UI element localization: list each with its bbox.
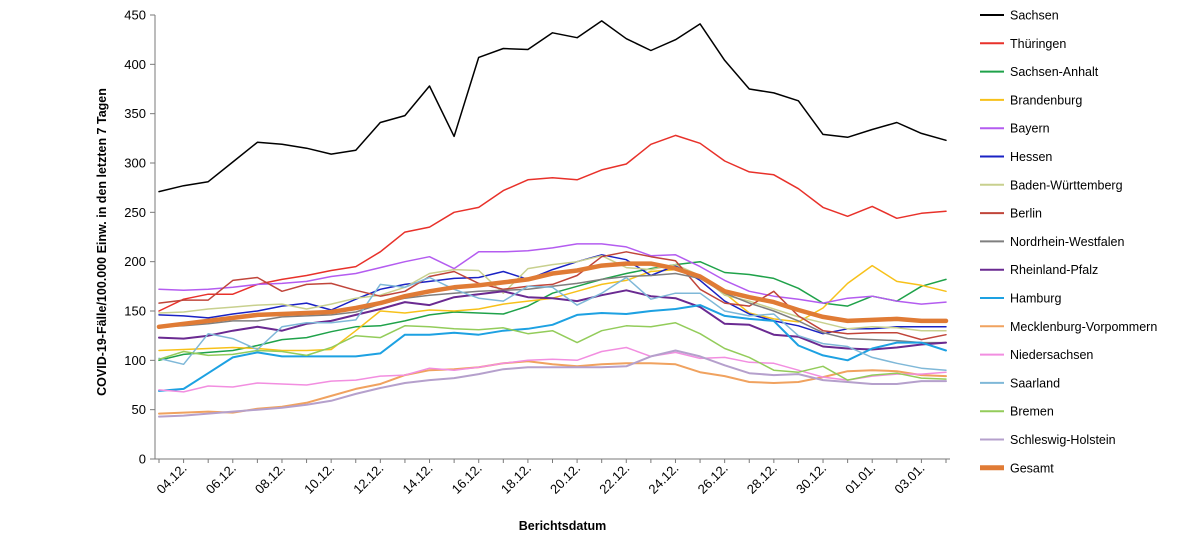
legend-label-thueringen: Thüringen xyxy=(1010,37,1066,51)
series-line-thueringen xyxy=(158,134,947,312)
legend-label-gesamt: Gesamt xyxy=(1010,461,1054,475)
series-line-berlin xyxy=(158,251,947,341)
series-line-bremen xyxy=(158,322,947,381)
y-axis-title: COVID-19-Fälle/100.000 Einw. in den letz… xyxy=(95,88,109,396)
series-line-brandenburg xyxy=(158,264,947,352)
x-tick-label: 03.01. xyxy=(891,461,927,497)
series-line-sachsen-anhalt xyxy=(158,260,947,362)
legend-label-nordrhein-westfalen: Nordrhein-Westfalen xyxy=(1010,235,1124,249)
y-tick-label: 400 xyxy=(124,57,146,72)
legend-label-mecklenburg-vorpommern: Mecklenburg-Vorpommern xyxy=(1010,320,1157,334)
legend-label-hessen: Hessen xyxy=(1010,150,1052,164)
legend-label-niedersachsen: Niedersachsen xyxy=(1010,348,1093,362)
x-axis-title: Berichtsdatum xyxy=(519,519,607,533)
legend-label-hamburg: Hamburg xyxy=(1010,292,1061,306)
series-line-saarland xyxy=(158,276,947,371)
series-line-nordrhein-westfalen xyxy=(158,272,947,344)
legend: Sachsen Thüringen Sachsen-Anhalt Brandenbur… xyxy=(980,9,1157,475)
series-line-bayern xyxy=(158,243,947,305)
y-axis-ticks: 0 50 100 150 200 250 300 350 400 450 xyxy=(124,8,155,467)
series-line-hessen xyxy=(158,254,947,335)
x-tick-label: 30.12. xyxy=(793,461,829,497)
legend-label-rheinland-pfalz: Rheinland-Pfalz xyxy=(1010,263,1098,277)
x-tick-label: 01.01. xyxy=(842,461,878,497)
x-tick-label: 08.12. xyxy=(252,461,288,497)
legend-label-berlin: Berlin xyxy=(1010,207,1042,221)
series-line-hamburg xyxy=(158,304,947,392)
y-tick-label: 300 xyxy=(124,156,146,171)
series-lines xyxy=(156,20,949,418)
x-tick-label: 16.12. xyxy=(449,461,485,497)
y-tick-label: 0 xyxy=(139,452,146,467)
x-tick-label: 14.12. xyxy=(399,461,435,497)
legend-label-bremen: Bremen xyxy=(1010,405,1054,419)
series-line-rheinland-pfalz xyxy=(158,289,947,351)
series-line-baden-wuerttemberg xyxy=(158,254,947,332)
x-tick-label: 10.12. xyxy=(301,461,337,497)
legend-label-sachsen-anhalt: Sachsen-Anhalt xyxy=(1010,65,1099,79)
legend-label-saarland: Saarland xyxy=(1010,376,1060,390)
x-tick-label: 22.12. xyxy=(596,461,632,497)
series-line-niedersachsen xyxy=(158,346,947,393)
x-tick-label: 26.12. xyxy=(695,461,731,497)
x-tick-label: 12.12. xyxy=(350,461,386,497)
x-tick-label: 24.12. xyxy=(645,461,681,497)
y-tick-label: 150 xyxy=(124,304,146,319)
y-tick-label: 200 xyxy=(124,254,146,269)
x-axis-ticks: 04.12. 06.12. 08.12. 10.12. 12.12. 14.12. 16.1… xyxy=(154,459,947,497)
legend-label-sachsen: Sachsen xyxy=(1010,9,1059,23)
y-tick-label: 450 xyxy=(124,8,146,23)
y-tick-label: 50 xyxy=(132,402,146,417)
legend-label-bayern: Bayern xyxy=(1010,122,1050,136)
x-tick-label: 06.12. xyxy=(203,461,239,497)
x-tick-label: 28.12. xyxy=(744,461,780,497)
x-tick-label: 20.12. xyxy=(547,461,583,497)
series-line-gesamt xyxy=(156,261,949,330)
y-tick-label: 100 xyxy=(124,353,146,368)
legend-label-baden-wuerttemberg: Baden-Württemberg xyxy=(1010,178,1123,192)
series-line-schleswig-holstein xyxy=(158,349,947,418)
series-line-sachsen xyxy=(158,20,947,193)
y-tick-label: 250 xyxy=(124,205,146,220)
legend-label-brandenburg: Brandenburg xyxy=(1010,93,1082,107)
x-tick-label: 18.12. xyxy=(498,461,534,497)
x-tick-label: 04.12. xyxy=(154,461,190,497)
legend-label-schleswig-holstein: Schleswig-Holstein xyxy=(1010,433,1116,447)
y-tick-label: 350 xyxy=(124,106,146,121)
